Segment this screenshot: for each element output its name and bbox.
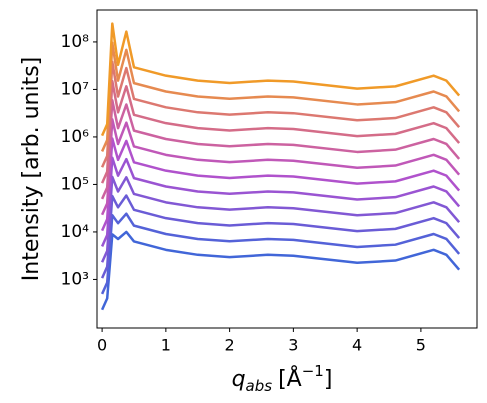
- y-tick-label: 10⁸: [61, 32, 90, 52]
- x-label-unit: [Å: [278, 365, 302, 392]
- x-label-symbol: q: [232, 367, 246, 392]
- y-tick-label: 10⁶: [61, 127, 90, 147]
- y-axis-label: Intensity [arb. units]: [19, 57, 44, 281]
- x-axis-label: qabs [Å−1]: [232, 362, 333, 395]
- series-line: [100, 194, 461, 279]
- series-line: [100, 175, 461, 263]
- y-tick-label: 10³: [61, 269, 89, 289]
- series-line: [100, 41, 461, 152]
- series-line: [100, 79, 461, 184]
- series-line: [100, 118, 461, 216]
- plot-frame: [96, 9, 478, 329]
- x-label-close: ]: [324, 367, 333, 392]
- x-tick-label: 1: [161, 336, 171, 355]
- series-line: [100, 156, 461, 247]
- series-line: [100, 98, 461, 200]
- x-tick-label: 3: [288, 336, 298, 355]
- series-line: [100, 22, 461, 137]
- x-tick-label: 4: [352, 336, 362, 355]
- x-tick-label: 5: [416, 336, 426, 355]
- x-label-subscript: abs: [246, 377, 273, 395]
- x-label-exponent: −1: [302, 362, 324, 380]
- y-tick-label: 10⁴: [61, 222, 90, 242]
- y-tick-label: 10⁵: [61, 174, 89, 194]
- series-line: [100, 60, 461, 168]
- x-tick-label: 0: [97, 336, 107, 355]
- series-line: [100, 230, 461, 311]
- x-tick-label: 2: [225, 336, 235, 355]
- series-line: [100, 212, 461, 295]
- y-tick-label: 10⁷: [61, 79, 90, 99]
- series-line: [100, 137, 461, 232]
